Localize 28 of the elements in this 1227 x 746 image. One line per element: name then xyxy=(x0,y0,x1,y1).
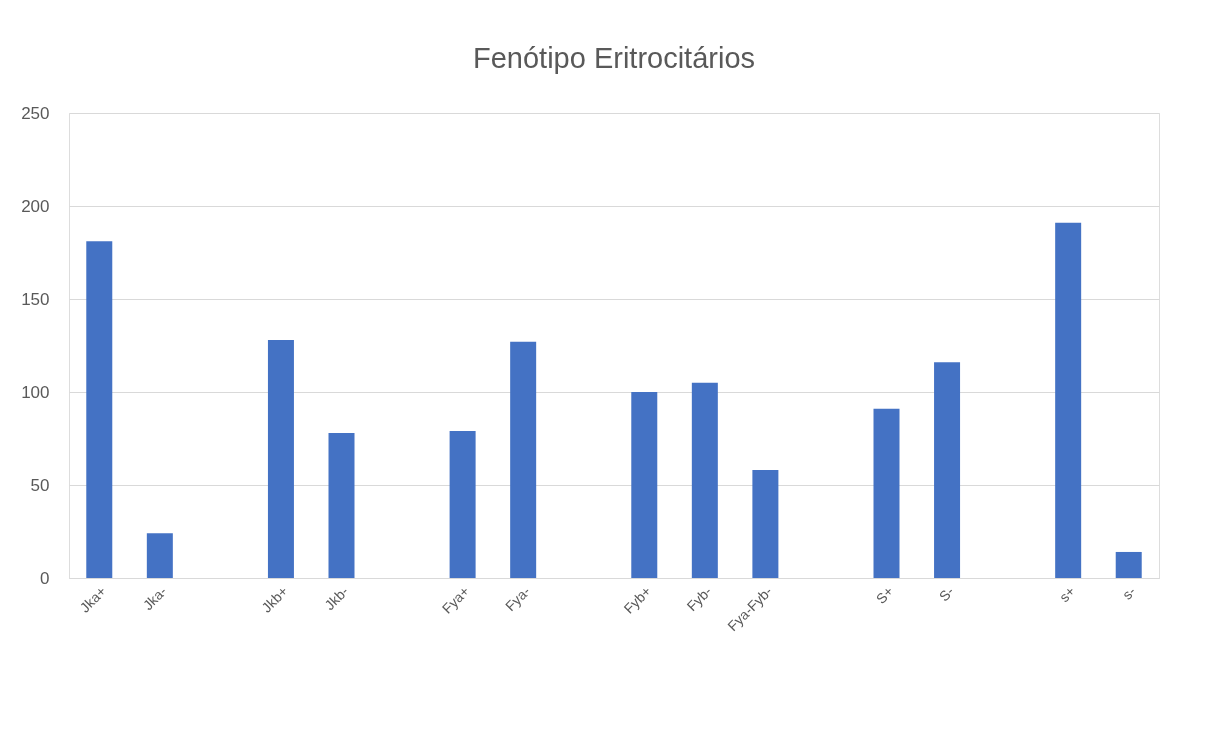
x-tick-label: Fyb- xyxy=(683,582,715,615)
x-tick-label: s- xyxy=(1119,582,1139,603)
y-tick-label: 100 xyxy=(21,382,50,402)
bar xyxy=(1055,222,1082,578)
chart-title: Fenótipo Eritrocitários xyxy=(472,42,756,74)
bar xyxy=(631,392,658,578)
bar xyxy=(752,470,779,578)
bar xyxy=(449,431,476,578)
y-tick-label: 250 xyxy=(21,103,50,123)
y-tick-label: 50 xyxy=(30,475,50,495)
x-tick-label: s+ xyxy=(1056,583,1079,606)
bar xyxy=(934,362,961,578)
bar xyxy=(328,432,355,578)
x-tick-label: Jka- xyxy=(139,582,170,614)
bar xyxy=(146,533,173,578)
x-tick-label: Jkb- xyxy=(321,582,352,614)
bar xyxy=(691,382,718,578)
y-tick-label: 200 xyxy=(21,196,50,216)
bar xyxy=(510,341,537,578)
bar xyxy=(86,241,113,578)
y-tick-label: 150 xyxy=(21,289,50,309)
x-tick-label: S+ xyxy=(872,583,897,607)
y-tick-label: 0 xyxy=(40,568,50,588)
bar xyxy=(267,339,294,578)
bar xyxy=(1115,551,1142,578)
bar xyxy=(873,408,900,578)
x-tick-label: Fya- xyxy=(501,582,534,615)
x-tick-label: S- xyxy=(935,582,958,605)
